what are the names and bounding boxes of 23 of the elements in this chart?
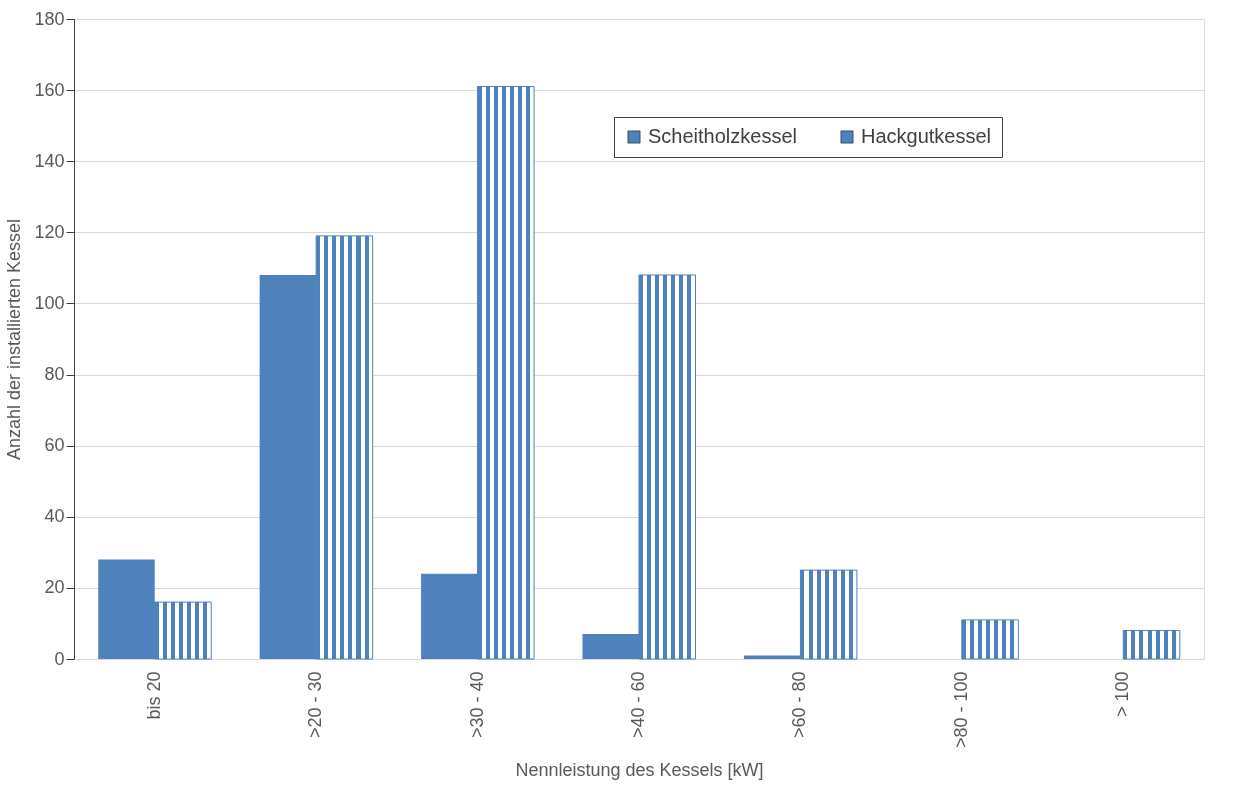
y-tick-label: 100: [34, 292, 65, 313]
x-tick-label: >60 - 80: [789, 671, 810, 739]
y-tick-label: 60: [44, 435, 65, 456]
y-tick-label: 40: [44, 506, 65, 527]
y-tick-label: 80: [44, 364, 65, 385]
y-tick-label: 140: [34, 150, 65, 171]
y-tick-label: 180: [34, 8, 65, 29]
y-tick-label: 120: [34, 221, 65, 242]
x-tick-label: >40 - 60: [628, 671, 648, 739]
y-axis-title: Anzahl der installierten Kessel: [4, 218, 25, 461]
y-tick-label: 0: [54, 648, 65, 669]
y-tick-label: 160: [34, 79, 65, 100]
y-tick-label: 20: [44, 577, 65, 598]
bar: [961, 619, 1019, 660]
legend-label: Scheitholzkessel: [648, 125, 797, 147]
x-tick-label: >30 - 40: [466, 671, 487, 739]
x-axis-title: Nennleistung des Kessels [kW]: [515, 760, 764, 781]
legend-label: Hackgutkessel: [861, 125, 992, 147]
bar: [1122, 630, 1181, 660]
x-tick-label: > 100: [1112, 671, 1133, 718]
x-tick-label: bis 20: [143, 671, 164, 720]
x-tick-label: >20 - 30: [305, 671, 326, 739]
x-tick-label: >80 - 100: [950, 671, 971, 749]
